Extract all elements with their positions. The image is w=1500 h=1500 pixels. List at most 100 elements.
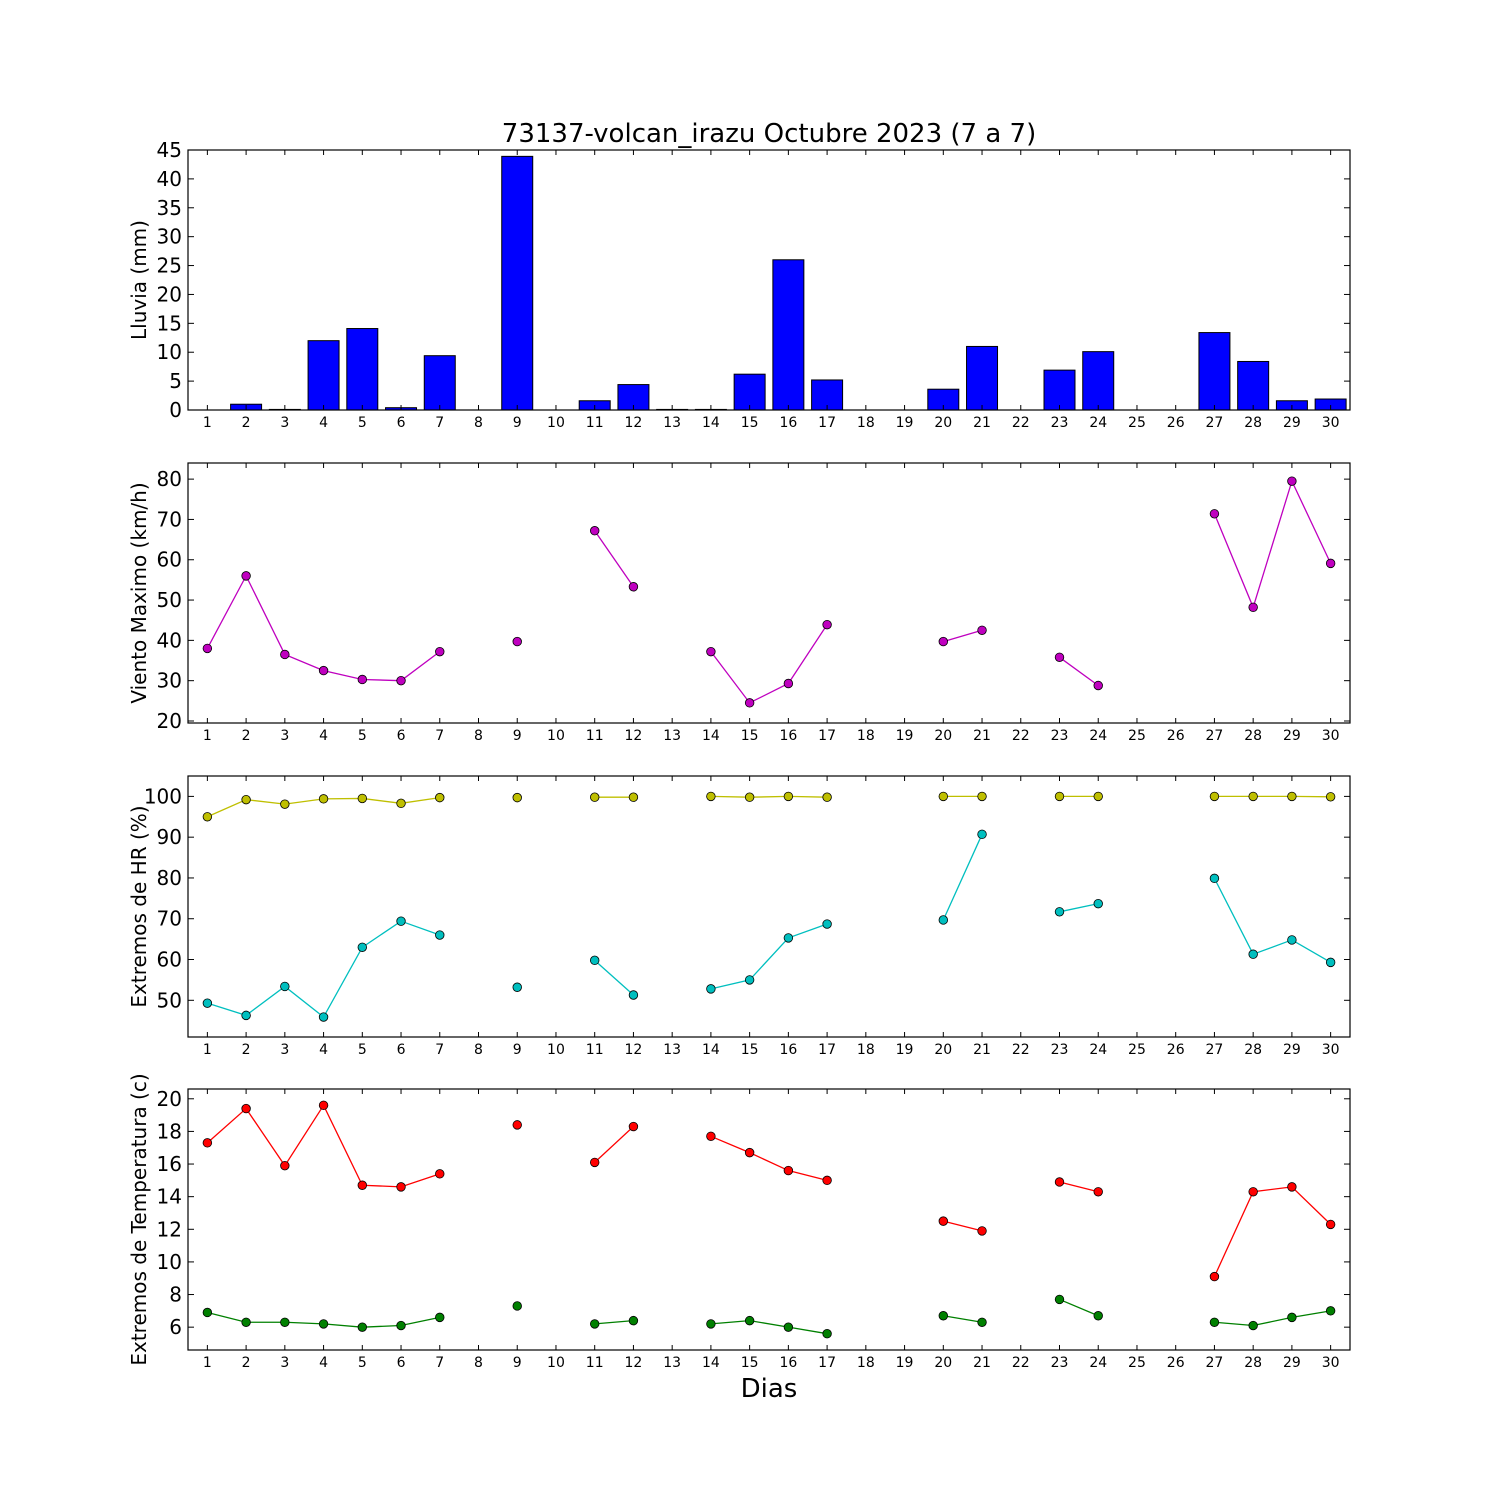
lluvia-xtick-label: 24: [1089, 415, 1107, 431]
humedad-series-0-point-17: [822, 792, 832, 802]
lluvia-bar-27: [1198, 332, 1231, 411]
temperatura-xtick-label: 17: [818, 1355, 836, 1371]
viento-xtick-label: 13: [663, 728, 681, 744]
humedad-xtick-label: 16: [779, 1042, 797, 1058]
humedad-xtick-label: 17: [818, 1042, 836, 1058]
viento-series-0-point-14: [706, 646, 716, 657]
temperatura-xtick-label: 8: [474, 1355, 483, 1371]
temperatura-xtick-label: 19: [896, 1355, 914, 1371]
temperatura-xtick-label: 2: [242, 1355, 251, 1371]
humedad-series-1-line: [1213, 878, 1331, 963]
viento-xtick-label: 2: [242, 728, 251, 744]
viento-series-0-point-7: [435, 646, 445, 657]
temperatura-series-1-point-16: [783, 1322, 794, 1332]
humedad-series-0-point-23: [1054, 791, 1065, 802]
temperatura-xtick-label: 9: [513, 1355, 522, 1371]
humedad-plot-area: [188, 776, 1350, 1037]
temperatura-series-0-point-29: [1287, 1182, 1297, 1192]
humedad-xtick-label: 18: [857, 1042, 875, 1058]
viento-series-0-point-6: [396, 675, 406, 686]
lluvia-bar-7: [423, 355, 456, 411]
lluvia-ytick-label: 15: [157, 311, 182, 335]
lluvia-xtick-label: 21: [973, 415, 991, 431]
humedad-series-1-point-23: [1054, 907, 1065, 917]
temperatura-series-0-point-21: [977, 1226, 987, 1236]
temperatura-series-0-point-16: [783, 1165, 794, 1176]
viento-series-0-point-27: [1209, 509, 1220, 519]
viento-series-0-point-12: [628, 582, 639, 592]
humedad-series-0-point-9: [512, 792, 522, 803]
lluvia-bar-15: [733, 373, 766, 411]
lluvia-xtick-label: 7: [435, 415, 444, 431]
temperatura-xtick-label: 25: [1128, 1355, 1146, 1371]
viento-xtick-label: 16: [779, 728, 797, 744]
temperatura-xtick-label: 14: [702, 1355, 720, 1371]
viento-ytick-label: 30: [157, 669, 182, 693]
viento-xtick-label: 14: [702, 728, 720, 744]
humedad-series-0-point-27: [1209, 791, 1220, 802]
temperatura-series-1-point-7: [435, 1312, 445, 1323]
x-axis-label: Dias: [741, 1374, 798, 1404]
temperatura-xtick-label: 16: [779, 1355, 797, 1371]
humedad-ytick-label: 90: [157, 825, 182, 849]
lluvia-xtick-label: 5: [358, 415, 367, 431]
temperatura-xtick-label: 5: [358, 1355, 367, 1371]
viento-series-0-point-28: [1248, 602, 1258, 613]
viento-ytick-label: 50: [157, 588, 182, 612]
viento-xtick-label: 4: [319, 728, 328, 744]
lluvia-bar-28: [1237, 360, 1270, 411]
viento-series-0-line: [1059, 656, 1099, 687]
temperatura-ytick-label: 10: [157, 1250, 182, 1274]
humedad-series-1-point-6: [396, 916, 406, 926]
temperatura-ytick-label: 20: [157, 1087, 182, 1111]
lluvia-ytick-label: 25: [157, 254, 182, 278]
viento-series-0-point-17: [822, 619, 832, 630]
humedad-series-0-point-7: [435, 792, 445, 803]
humedad-xtick-label: 30: [1322, 1042, 1340, 1058]
temperatura-series-1-line: [1214, 1310, 1331, 1327]
temperatura-series-1-point-9: [512, 1301, 522, 1311]
humedad-xtick-label: 9: [513, 1042, 522, 1058]
temperatura-xtick-label: 1: [203, 1355, 212, 1371]
humedad-xtick-label: 15: [741, 1042, 759, 1058]
temperatura-series-1-point-24: [1093, 1311, 1103, 1321]
temperatura-series-0-point-4: [318, 1100, 329, 1111]
humedad-xtick-label: 5: [358, 1042, 367, 1058]
lluvia-y-axis-label: Lluvia (mm): [127, 220, 151, 340]
humedad-ytick-label: 70: [157, 907, 182, 931]
viento-series-0-point-3: [280, 649, 290, 660]
humedad-series-1-point-16: [783, 933, 794, 943]
temperatura-xtick-label: 20: [934, 1355, 952, 1371]
lluvia-plot-area: [188, 150, 1350, 410]
temperatura-series-0-line: [943, 1220, 983, 1232]
humedad-series-1-point-30: [1325, 957, 1336, 968]
lluvia-ytick-label: 20: [157, 282, 182, 306]
humedad-series-1-point-3: [280, 981, 290, 992]
viento-series-0-point-4: [318, 665, 329, 676]
humedad-xtick-label: 27: [1206, 1042, 1224, 1058]
lluvia-bar-9: [501, 155, 534, 411]
viento-series-0-line: [1213, 479, 1332, 610]
lluvia-ytick-label: 35: [157, 196, 182, 220]
viento-series-0-point-30: [1325, 558, 1336, 569]
temperatura-xtick-label: 6: [397, 1355, 406, 1371]
lluvia-xtick-label: 15: [741, 415, 759, 431]
temperatura-series-1-point-3: [280, 1317, 290, 1327]
humedad-series-1-point-28: [1248, 949, 1258, 959]
temperatura-series-0-point-1: [202, 1138, 213, 1148]
temperatura-ytick-label: 12: [157, 1217, 182, 1241]
humedad-xtick-label: 12: [625, 1042, 643, 1058]
viento-ytick-label: 40: [157, 628, 182, 652]
viento-series-0-point-1: [202, 643, 213, 654]
lluvia-ytick-label: 40: [157, 167, 182, 191]
viento-xtick-label: 26: [1167, 728, 1185, 744]
viento-y-axis-label: Viento Maximo (km/h): [127, 482, 151, 703]
lluvia-ytick-label: 5: [169, 369, 182, 393]
viento-xtick-label: 22: [1012, 728, 1030, 744]
viento-xtick-label: 15: [741, 728, 759, 744]
temperatura-xtick-label: 28: [1244, 1355, 1262, 1371]
temperatura-xtick-label: 10: [547, 1355, 565, 1371]
